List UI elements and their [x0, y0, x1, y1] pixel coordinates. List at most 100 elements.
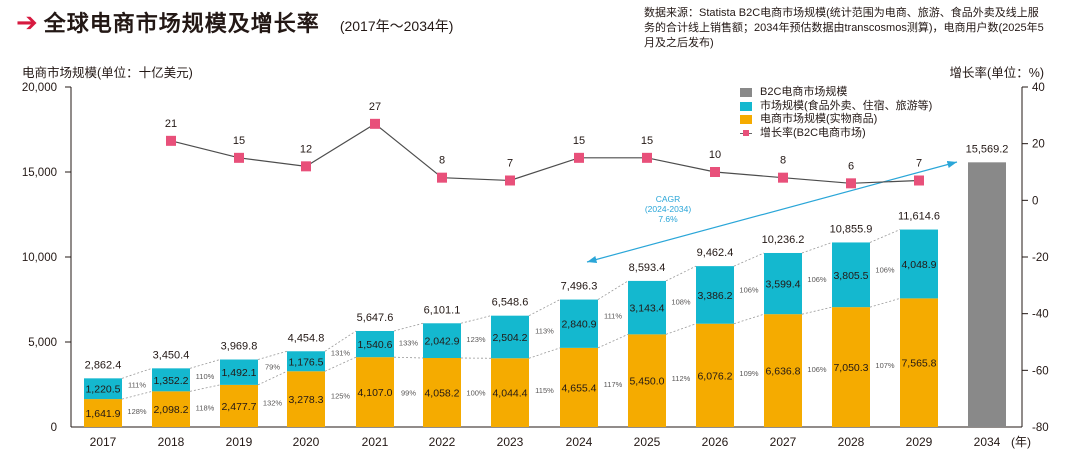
- x-tick-label: 2020: [293, 435, 320, 449]
- x-tick-label: 2026: [702, 435, 729, 449]
- bar-label-services: 3,386.2: [697, 290, 732, 302]
- bar-physical: [220, 384, 258, 427]
- title-row: ➔ 全球电商市场规模及增长率 (2017年～2034年): [16, 6, 453, 38]
- bar-physical: [900, 298, 938, 427]
- bar-label-physical: 4,044.4: [492, 388, 527, 400]
- connector-total: [393, 322, 424, 332]
- growth-rate-marker: [234, 152, 244, 163]
- x-tick-label: 2034: [974, 435, 1001, 449]
- growth-rate-marker: [914, 175, 924, 186]
- yoy-label-services: 79%: [265, 363, 280, 372]
- growth-rate-marker: [166, 135, 176, 146]
- legend-label: 电商市场规模(实物商品): [760, 113, 878, 125]
- yoy-label-physical: 118%: [196, 404, 215, 413]
- growth-rate-label: 15: [233, 135, 245, 147]
- bar-label-services: 1,220.5: [85, 384, 120, 396]
- yoy-label-services: 123%: [466, 335, 486, 344]
- legend-swatch-services: [740, 101, 752, 111]
- connector-physical: [665, 323, 697, 335]
- yoy-label-physical: 132%: [263, 399, 283, 408]
- legend-label: B2C电商市场规模: [760, 86, 848, 98]
- yoy-label-physical: 128%: [127, 407, 147, 416]
- bar-services: [84, 378, 122, 400]
- legend-item-services: 市场规模(食品外卖、住宿、旅游等): [740, 100, 932, 114]
- y-tick-label-left: 0: [51, 422, 57, 434]
- data-source-note: 数据来源：Statista B2C电商市场规模(统计范围为电商、旅游、食品外卖及…: [644, 7, 1044, 49]
- yoy-label-services: 133%: [399, 338, 419, 347]
- connector-physical: [597, 333, 629, 349]
- bar-physical: [356, 357, 394, 427]
- x-tick-label: 2017: [90, 435, 117, 449]
- connector-total: [189, 359, 221, 369]
- connector-physical: [257, 370, 288, 386]
- yoy-label-services: 113%: [535, 326, 554, 335]
- bar-label-physical: 5,450.0: [629, 376, 664, 388]
- legend-item-growth: 增长率(B2C电商市场): [740, 127, 932, 141]
- bar-physical: [152, 391, 190, 427]
- x-axis-unit-label: (年): [1011, 435, 1031, 449]
- yoy-label-services: 106%: [739, 285, 759, 294]
- connector-physical: [801, 306, 833, 315]
- yoy-label-physical: 117%: [604, 380, 623, 389]
- yoy-label-physical: 106%: [807, 365, 827, 374]
- y-tick-label-right: 40: [1032, 82, 1045, 94]
- cagr-label: CAGR: [656, 194, 681, 204]
- bar-services: [560, 299, 598, 348]
- growth-rate-marker: [574, 152, 584, 163]
- bar-label-services: 1,352.2: [153, 375, 188, 387]
- bar-label-total: 10,855.9: [830, 223, 873, 235]
- legend-label: 市场规模(食品外卖、住宿、旅游等): [760, 99, 933, 112]
- y-tick-label-right: 0: [1032, 195, 1038, 207]
- y-tick-label-left: 5,000: [28, 337, 57, 349]
- legend-item-physical: 电商市场规模(实物商品): [740, 113, 932, 127]
- growth-rate-marker: [301, 161, 311, 172]
- legend-line-marker-icon: [740, 129, 752, 136]
- connector-physical: [869, 297, 901, 308]
- y-tick-label-right: -80: [1032, 422, 1049, 434]
- bar-label-services: 1,540.6: [357, 339, 392, 351]
- bar-services: [491, 315, 529, 359]
- connector-total: [733, 252, 765, 267]
- bar-services: [628, 280, 666, 335]
- cagr-period-label: (2024-2034): [645, 204, 691, 214]
- bar-label-services: 3,143.4: [629, 303, 664, 315]
- bar-physical: [491, 358, 529, 427]
- x-tick-label: 2029: [906, 435, 933, 449]
- growth-rate-label: 6: [848, 160, 854, 172]
- bar-label-total: 5,647.6: [357, 312, 394, 324]
- growth-rate-marker: [437, 172, 447, 183]
- y-tick-label-right: 20: [1032, 139, 1045, 151]
- bar-label-physical: 2,098.2: [153, 404, 188, 416]
- growth-rate-marker: [642, 152, 652, 163]
- legend-label: 增长率(B2C电商市场): [760, 126, 866, 139]
- yoy-label-physical: 115%: [535, 386, 554, 395]
- y-tick-label-left: 15,000: [22, 167, 57, 179]
- bar-label-services: 2,504.2: [492, 332, 527, 344]
- bar-label-services: 2,042.9: [424, 336, 459, 348]
- connector-total: [665, 265, 697, 282]
- connector-physical: [189, 384, 221, 392]
- bar-label-total: 3,969.8: [221, 341, 258, 353]
- connector-physical: [733, 313, 765, 325]
- connector-total: [121, 367, 153, 379]
- x-tick-label: 2018: [158, 435, 185, 449]
- bar-label-physical: 7,050.3: [833, 362, 868, 374]
- bar-services: [287, 351, 325, 372]
- growth-rate-marker: [846, 178, 856, 189]
- growth-rate-label: 8: [780, 155, 786, 167]
- bar-label-physical: 3,278.3: [288, 394, 323, 406]
- chart-title: 全球电商市场规模及增长率: [43, 11, 320, 36]
- connector-physical: [324, 356, 357, 372]
- legend-swatch-b2c: [740, 88, 752, 98]
- bar-label-total: 9,462.4: [697, 247, 734, 259]
- bar-physical: [287, 371, 325, 427]
- bar-label-total: 6,101.1: [424, 304, 461, 316]
- x-tick-label: 2022: [429, 435, 456, 449]
- x-tick-label: 2019: [226, 435, 253, 449]
- y-tick-label-right: -20: [1032, 252, 1049, 264]
- growth-rate-label: 27: [369, 101, 381, 113]
- connector-total: [869, 229, 901, 243]
- growth-rate-marker: [710, 167, 720, 177]
- yoy-label-physical: 107%: [875, 361, 895, 370]
- bar-physical: [832, 307, 870, 427]
